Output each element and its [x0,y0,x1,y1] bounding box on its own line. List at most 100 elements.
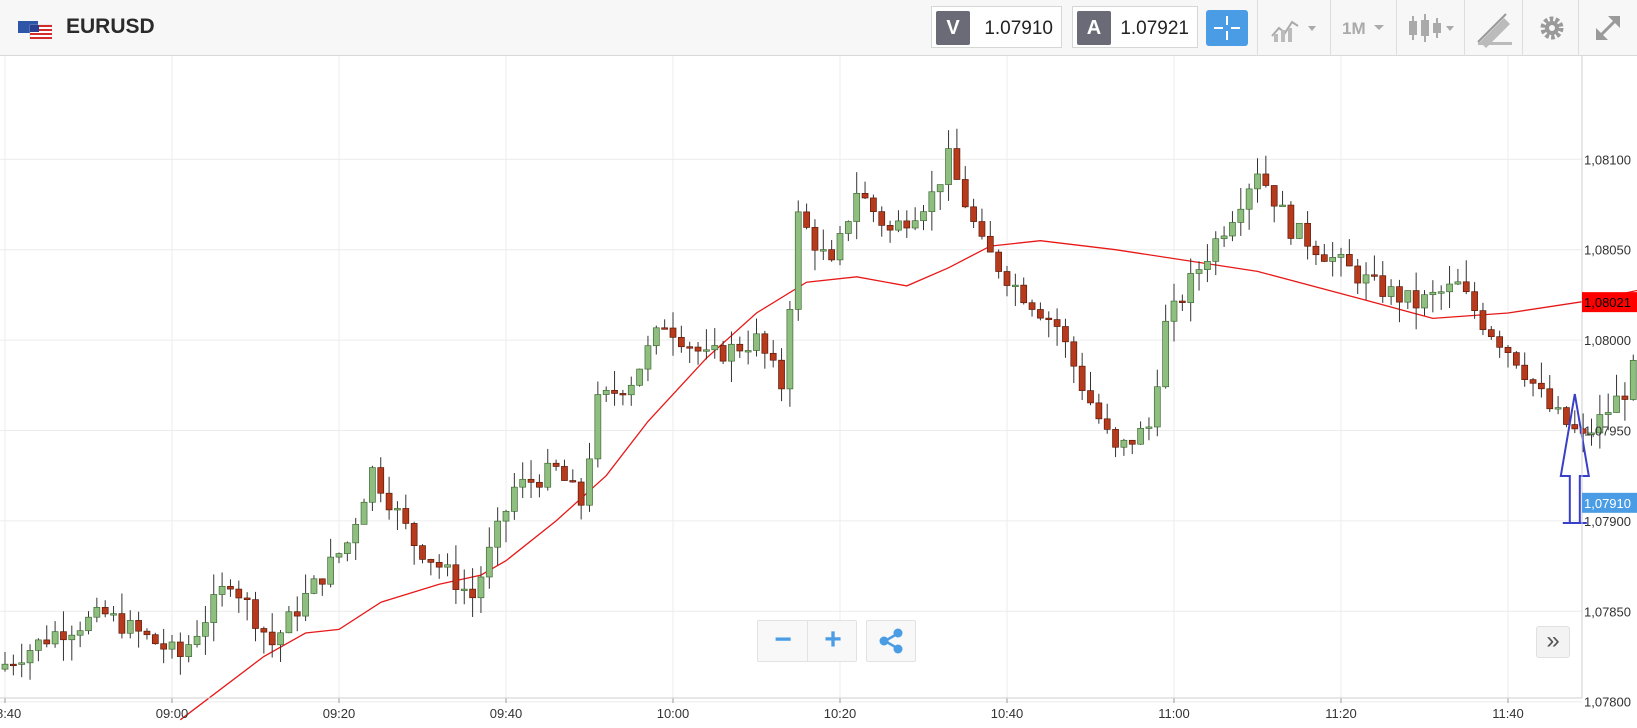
candle-body [76,630,84,636]
crosshair-button[interactable] [1206,10,1248,46]
separator [1257,0,1258,56]
candle-body [995,251,1003,272]
candle-body [903,220,911,229]
x-tick-label: 09:20 [323,706,356,721]
fullscreen-button[interactable] [1586,6,1630,50]
candle-body [878,211,886,226]
candle-body [193,635,201,645]
candles-button[interactable] [1404,6,1460,50]
candle-body [1170,300,1178,322]
candle-body [126,620,134,634]
candle-body [335,553,343,558]
candle-body [552,462,560,467]
candle-body [1554,407,1562,410]
buy-label: A [1077,11,1111,45]
candle-body [135,620,142,632]
sell-price: 1.07910 [984,18,1053,39]
candle-body [1529,379,1537,384]
candle-body [202,622,209,637]
candle-body [1212,238,1220,262]
candle-body [410,523,418,546]
candle-body [736,343,744,352]
candle-body [1479,310,1487,330]
candle-body [1454,281,1462,285]
candle-body [844,221,852,234]
candle-body [853,193,861,222]
candle-body [1045,317,1053,320]
candle-body [1295,222,1303,239]
candle-body [1462,281,1470,293]
y-tick-label: 1,08000 [1584,333,1631,348]
candle-body [1596,414,1604,434]
candle-body [828,249,836,261]
x-tick-label: 10:40 [991,706,1024,721]
candle-body [93,607,101,618]
candle-body [711,345,719,351]
candle-body [1070,341,1078,367]
candle-body [911,220,919,229]
candle-body [252,599,259,629]
candle-body [719,345,727,362]
candle-body [1220,235,1228,240]
candle-body [769,352,777,361]
separator [807,621,808,661]
candle-body [1337,254,1345,258]
share-icon [879,628,903,654]
zoom-in-button[interactable]: + [824,623,842,656]
candle-body [1037,309,1044,319]
candle-body [444,564,451,568]
scroll-to-end-button[interactable]: » [1536,626,1570,658]
candle-body [235,588,243,599]
toolbar: EURUSD V 1.07910 A 1.07921 1M [0,0,1637,56]
candle-body [26,650,34,664]
candle-body [1011,284,1019,288]
candle-body [1362,274,1370,284]
sell-price-button[interactable]: V 1.07910 [931,6,1062,48]
timeframe-button[interactable]: 1M [1338,6,1390,50]
price-chart[interactable]: 1,07800 1,07850 1,07900 1,07950 1,08000 1,080… [0,56,1637,728]
candle-body [636,368,643,386]
drawing-tools-button[interactable] [1472,6,1520,50]
candle-body [627,384,635,396]
candle-body [1387,286,1395,297]
candle-body [85,616,92,632]
candle-body [1538,382,1545,390]
candle-body [536,481,543,488]
candle-body [652,327,660,347]
x-tick-label: 11:40 [1492,706,1524,721]
candle-body [602,389,610,395]
share-button[interactable] [866,620,916,662]
candle-body [619,393,627,396]
candle-body [978,221,986,237]
candle-body [1229,222,1236,237]
candle-body [1546,388,1554,410]
candle-body [293,611,301,617]
candle-body [419,545,426,560]
candle-body [778,359,785,390]
candle-body [953,148,961,180]
settings-button[interactable] [1530,6,1574,50]
candle-body [377,467,385,494]
candle-body [260,628,268,633]
candle-body [460,588,468,591]
candle-body [118,613,126,634]
buy-price-button[interactable]: A 1.07921 [1072,6,1198,48]
ma-line [179,240,1637,721]
zoom-controls: − + [757,620,857,662]
candle-body [1128,439,1136,445]
candle-body [1396,286,1403,303]
candle-body [60,631,67,641]
x-tick-label: 11:00 [1158,706,1190,721]
chart-type-button[interactable] [1268,6,1326,50]
fullscreen-icon [1596,16,1620,40]
candle-body [870,197,877,212]
candle-body [277,632,284,646]
candle-body [569,480,577,483]
symbol-label[interactable]: EURUSD [66,15,155,38]
candle-body [1020,284,1028,304]
candle-body [1195,269,1203,274]
candle-body [961,179,969,208]
y-tick-label: 1,08050 [1584,243,1631,258]
zoom-out-button[interactable]: − [774,623,792,656]
separator [1396,0,1397,56]
